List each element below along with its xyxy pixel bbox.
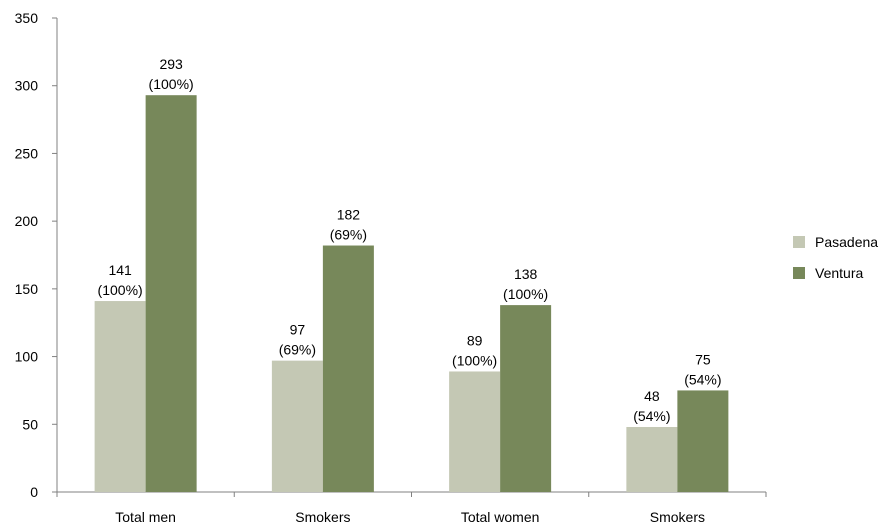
y-tick-label: 50 xyxy=(22,416,38,432)
bar-pasadena-0 xyxy=(94,301,146,492)
legend: Pasadena Ventura xyxy=(793,234,878,281)
data-label-percent: (69%) xyxy=(279,342,316,358)
x-tick-label: Smokers xyxy=(650,509,705,525)
data-labels: 141 (100%) 293 (100%) 97 (69%) 182 (69%) 89 (100%… xyxy=(98,56,722,424)
data-label-value: 48 xyxy=(644,388,660,404)
data-label-percent: (100%) xyxy=(149,76,194,92)
x-tick-label: Smokers xyxy=(295,509,350,525)
y-axis: 0 50 100 150 200 250 300 350 xyxy=(15,10,58,500)
data-label-percent: (54%) xyxy=(684,371,721,387)
y-tick-label: 350 xyxy=(15,10,39,26)
data-label-value: 141 xyxy=(108,262,132,278)
data-label-percent: (100%) xyxy=(98,282,143,298)
bar-ventura-2 xyxy=(500,305,552,492)
legend-swatch-ventura xyxy=(793,267,805,279)
legend-label-ventura: Ventura xyxy=(815,265,863,281)
y-tick-label: 0 xyxy=(30,484,38,500)
data-label-percent: (100%) xyxy=(503,286,548,302)
data-label-value: 138 xyxy=(514,266,538,282)
y-tick-label: 150 xyxy=(15,281,39,297)
bar-pasadena-3 xyxy=(626,426,678,492)
data-label-percent: (100%) xyxy=(452,352,497,368)
legend-swatch-pasadena xyxy=(793,236,805,248)
x-tick-label: Total men xyxy=(115,509,176,525)
y-tick-label: 100 xyxy=(15,349,39,365)
x-tick-label: Total women xyxy=(461,509,540,525)
bar-ventura-1 xyxy=(322,245,374,492)
bar-pasadena-1 xyxy=(271,360,323,492)
data-label-value: 97 xyxy=(290,322,306,338)
data-label-value: 182 xyxy=(337,207,361,223)
bars xyxy=(94,95,729,493)
x-axis: Total men Smokers Total women Smokers xyxy=(56,491,767,525)
legend-label-pasadena: Pasadena xyxy=(815,234,878,250)
data-label-value: 293 xyxy=(159,56,183,72)
data-label-percent: (69%) xyxy=(330,227,367,243)
bar-ventura-3 xyxy=(677,390,729,492)
data-label-value: 89 xyxy=(467,332,483,348)
bar-pasadena-2 xyxy=(449,371,501,492)
data-label-percent: (54%) xyxy=(633,408,670,424)
y-tick-label: 300 xyxy=(15,78,39,94)
bar-ventura-0 xyxy=(145,95,197,493)
y-tick-label: 250 xyxy=(15,145,39,161)
y-tick-label: 200 xyxy=(15,213,39,229)
data-label-value: 75 xyxy=(695,351,711,367)
